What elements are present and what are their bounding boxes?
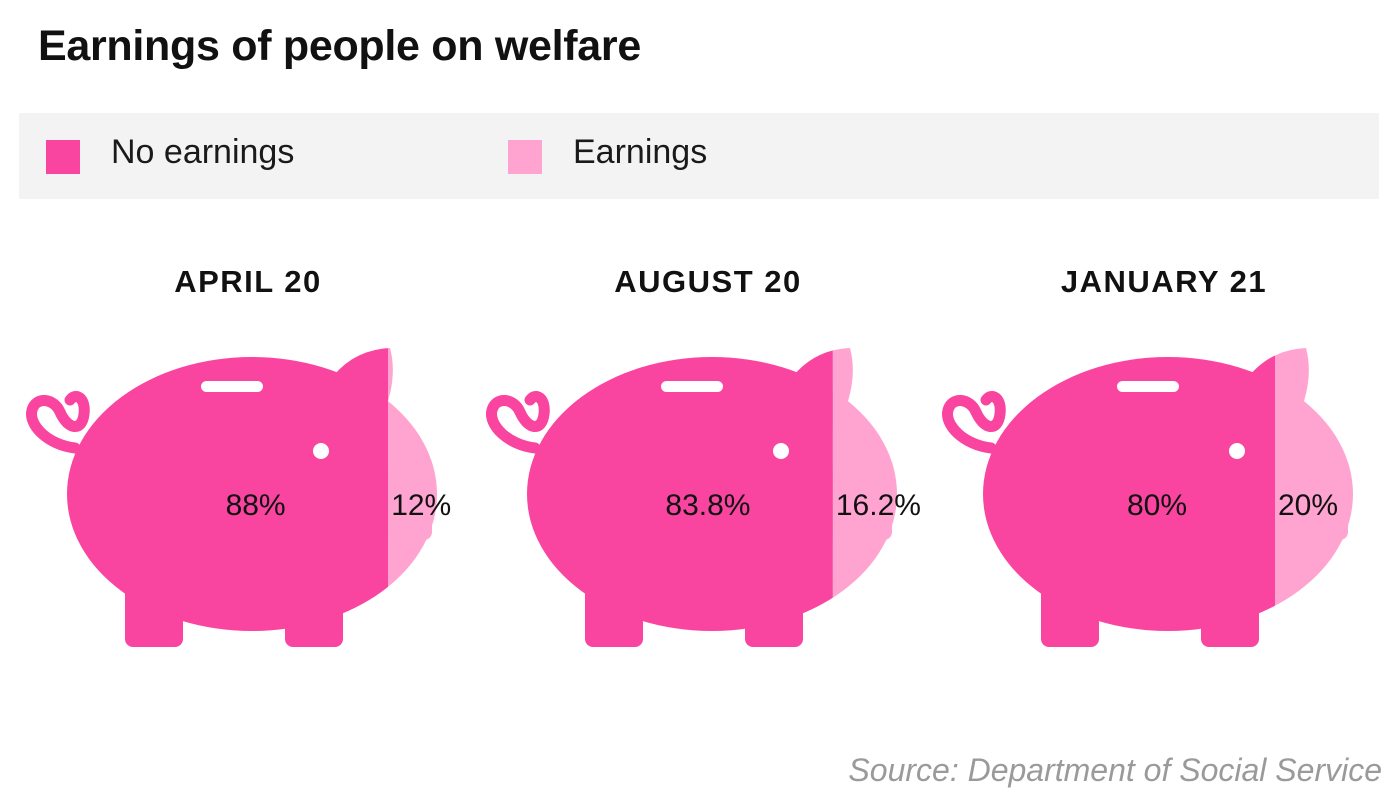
pig-ear-no-earnings — [1234, 355, 1275, 424]
legend-swatch-earnings — [508, 140, 542, 174]
legend-label-earnings: Earnings — [573, 133, 708, 171]
pig-segment-earnings — [832, 348, 897, 598]
pig-tail-no-earnings — [942, 391, 1006, 454]
pig-leg-back-no-earnings — [125, 560, 183, 647]
piggy-panel-0: APRIL 20 88% 12% — [26, 264, 451, 647]
piggy-panel-2: JANUARY 21 80% 20% — [942, 264, 1353, 647]
chart-title: Earnings of people on welfare — [38, 22, 641, 70]
legend: No earnings Earnings — [19, 113, 1379, 199]
period-title: JANUARY 21 — [1061, 264, 1267, 299]
pig-tail-no-earnings — [26, 391, 90, 454]
period-title: APRIL 20 — [174, 264, 322, 299]
pig-eye — [1229, 443, 1245, 459]
pig-snout-no-earnings — [820, 468, 833, 540]
pig-segment-earnings — [1275, 348, 1353, 606]
coin-slot — [1117, 381, 1179, 392]
source-note: Source: Department of Social Service — [848, 752, 1382, 788]
pig-ear-no-earnings — [318, 348, 389, 432]
pig-segment-no-earnings — [26, 348, 389, 647]
legend-swatch-no-earnings — [46, 140, 80, 174]
legend-label-no-earnings: No earnings — [111, 133, 295, 171]
pig-snout-no-earnings — [360, 468, 389, 540]
pig-leg-front-no-earnings — [1201, 560, 1259, 647]
coin-slot — [201, 381, 263, 392]
pig-leg-front-no-earnings — [285, 560, 343, 647]
label-no-earnings: 88% — [226, 489, 286, 522]
pig-segment-earnings — [388, 348, 437, 587]
label-earnings: 20% — [1278, 489, 1338, 522]
pig-snout-earnings — [832, 468, 892, 540]
period-title: AUGUST 20 — [614, 264, 801, 299]
pig-leg-back-no-earnings — [585, 560, 643, 647]
label-no-earnings: 83.8% — [665, 489, 750, 522]
pig-leg-back-no-earnings — [1041, 560, 1099, 647]
pig-eye — [773, 443, 789, 459]
label-earnings: 16.2% — [836, 489, 921, 522]
pig-ear-earnings — [388, 348, 393, 401]
piggy-panel-1: AUGUST 20 83.8% 16.2% — [486, 264, 921, 647]
pig-leg-front-no-earnings — [745, 560, 803, 647]
pig-ear-earnings — [832, 348, 853, 432]
pig-snout-earnings — [388, 468, 432, 540]
pig-ear-earnings — [1275, 348, 1309, 432]
pig-eye — [313, 443, 329, 459]
label-earnings: 12% — [391, 489, 451, 522]
pig-snout-earnings — [1276, 468, 1348, 540]
coin-slot — [661, 381, 723, 392]
pig-tail-no-earnings — [486, 391, 550, 454]
pig-segment-no-earnings — [942, 355, 1275, 647]
pig-segment-no-earnings — [486, 350, 833, 647]
label-no-earnings: 80% — [1127, 489, 1187, 522]
pig-ear-no-earnings — [778, 350, 833, 431]
